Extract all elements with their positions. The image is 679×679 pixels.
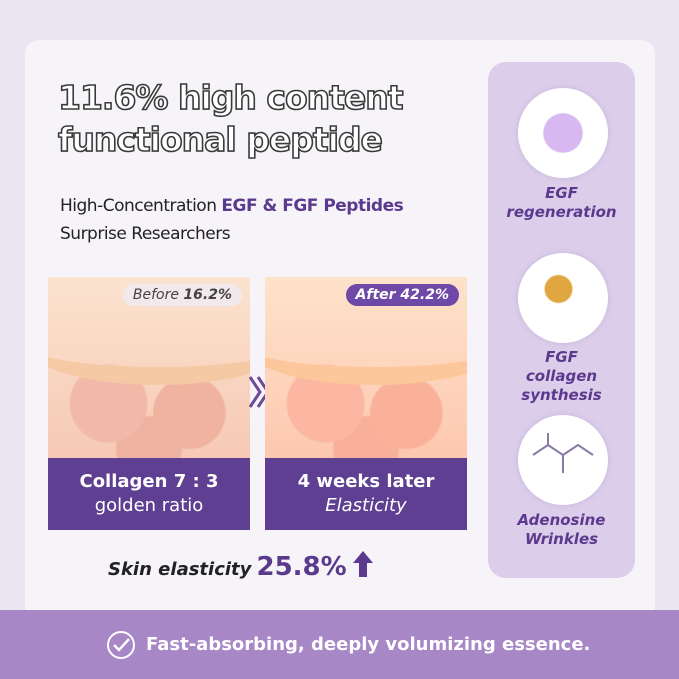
subtitle-text: High-Concentration [60,196,217,216]
before-panel: Before 16.2% Collagen 7 : 3 golden ratio [48,277,250,530]
fgf-icon [518,253,608,343]
feature-title: FGF [545,348,578,366]
molecule [532,433,594,473]
skin-image: Before 16.2% [48,277,250,458]
feature: Adenosine Wrinkles [488,511,635,549]
caption-sub: golden ratio [94,495,204,516]
skin-image: After 42.2% [265,277,467,458]
check-icon [107,631,135,659]
feature-title: Adenosine [517,511,606,529]
subtitle-highlight: EGF & FGF Peptides [221,196,404,216]
adenosine-icon [518,415,608,505]
result: Skin elasticity 25.8% [108,550,374,582]
feature-sub: Wrinkles [524,530,599,548]
badge-value: 42.2% [400,287,449,303]
feature-sub: collagen synthesis [521,367,602,404]
caption: 4 weeks later Elasticity [265,458,467,530]
feature: FGF collagen synthesis [488,348,635,405]
subtitle: Surprise Researchers [60,224,231,244]
subtitle: High-Concentration EGF & FGF Peptides [60,196,404,216]
after-panel: After 42.2% 4 weeks later Elasticity [265,277,467,530]
after-badge: After 42.2% [345,284,459,306]
feature-title: EGF [545,184,578,202]
feature: EGF regeneration [488,184,635,222]
result-label: Skin elasticity [108,559,252,580]
badge-label: After [355,287,396,303]
badge-value: 16.2% [183,287,232,303]
badge-label: Before [132,287,179,303]
headline: functional peptide [57,119,384,160]
feature-sub: regeneration [506,203,617,221]
caption: Collagen 7 : 3 golden ratio [48,458,250,530]
footer-text: Fast-absorbing, deeply volumizing essenc… [146,634,591,655]
footer: Fast-absorbing, deeply volumizing essenc… [0,610,679,679]
headline: 11.6% high content [57,77,404,118]
caption-title: Collagen 7 : 3 [79,471,219,492]
egf-icon [518,88,608,178]
result-value: 25.8% [256,552,347,582]
caption-sub: Elasticity [325,495,407,516]
caption-title: 4 weeks later [297,471,435,492]
before-badge: Before 16.2% [122,284,242,306]
up-arrow [352,551,373,577]
